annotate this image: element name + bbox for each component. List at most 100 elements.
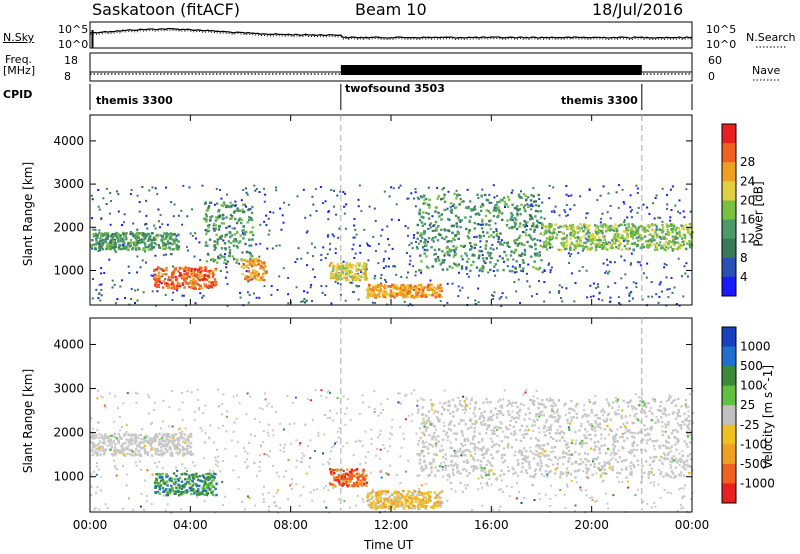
feature-cell-2 bbox=[236, 209, 239, 212]
scatter-cell bbox=[608, 427, 611, 430]
feature-cell-7 bbox=[649, 238, 652, 241]
feature-cell-0 bbox=[150, 454, 154, 457]
scatter-cell bbox=[586, 437, 589, 440]
scatter-cell bbox=[530, 237, 533, 240]
scatter-cell bbox=[147, 396, 150, 399]
feature-cell-7 bbox=[623, 244, 627, 248]
scatter-cell bbox=[602, 419, 605, 421]
feature-cell-0 bbox=[98, 243, 102, 246]
feature-cell-0 bbox=[147, 245, 150, 249]
feature-cell-7 bbox=[624, 231, 628, 234]
feature-cell-0 bbox=[117, 441, 120, 445]
feature-cell-1 bbox=[200, 286, 203, 290]
feature-cell-0 bbox=[165, 437, 168, 440]
feature-cell-6 bbox=[514, 222, 518, 225]
scatter-cell bbox=[154, 254, 157, 257]
scatter-cell bbox=[606, 264, 609, 267]
feature-cell-4 bbox=[357, 262, 360, 265]
scatter-cell bbox=[591, 499, 594, 501]
scatter-cell bbox=[464, 484, 467, 487]
feature-cell-5 bbox=[417, 291, 420, 295]
feature-cell-0 bbox=[175, 446, 178, 449]
feature-cell-6 bbox=[508, 226, 511, 230]
feature-cell-0 bbox=[110, 444, 113, 447]
feature-cell-5 bbox=[374, 296, 378, 299]
feature-cell-2 bbox=[211, 257, 214, 261]
scatter-cell bbox=[263, 200, 266, 203]
feature-cell-7 bbox=[623, 237, 626, 241]
feature-cell-6 bbox=[496, 269, 499, 272]
feature-cell-0 bbox=[103, 434, 107, 437]
beam-title: Beam 10 bbox=[355, 0, 427, 19]
feature-cell-6 bbox=[476, 193, 479, 196]
scatter-cell bbox=[158, 460, 161, 463]
scatter-cell bbox=[423, 248, 426, 251]
scatter-cell bbox=[225, 430, 228, 433]
scatter-cell bbox=[682, 210, 685, 213]
feature-cell-0 bbox=[93, 446, 96, 449]
colorbar-segment bbox=[722, 200, 736, 221]
scatter-cell bbox=[278, 244, 281, 247]
feature-cell-0 bbox=[130, 435, 133, 438]
scatter-cell bbox=[399, 426, 402, 429]
feature-cell-6 bbox=[485, 243, 488, 247]
scatter-cell bbox=[415, 493, 418, 496]
feature-cell-6 bbox=[447, 229, 450, 232]
feature-cell-0 bbox=[137, 443, 140, 447]
feature-cell-7 bbox=[561, 243, 564, 246]
scatter-cell bbox=[121, 426, 123, 429]
feature-cell-2 bbox=[353, 484, 356, 487]
feature-cell-2 bbox=[205, 232, 208, 236]
scatter-cell bbox=[495, 230, 498, 232]
scatter-cell bbox=[623, 259, 626, 262]
scatter-cell bbox=[342, 470, 345, 473]
scatter-cell bbox=[566, 485, 569, 488]
feature-cell-6 bbox=[484, 214, 488, 218]
feature-cell-6 bbox=[418, 219, 422, 222]
feature-cell-5 bbox=[409, 292, 412, 295]
feature-cell-1 bbox=[159, 479, 163, 483]
scatter-cell bbox=[464, 402, 467, 405]
scatter-cell bbox=[600, 217, 603, 220]
feature-cell-6 bbox=[511, 226, 514, 230]
feature-cell-6 bbox=[497, 208, 500, 212]
feature-cell-7 bbox=[627, 239, 630, 243]
scatter-cell bbox=[103, 404, 106, 407]
scatter-cell bbox=[226, 410, 229, 413]
feature-cell-0 bbox=[134, 234, 137, 238]
feature-cell-2 bbox=[337, 469, 341, 472]
feature-cell-7 bbox=[642, 228, 646, 232]
scatter-cell bbox=[461, 258, 464, 261]
feature-cell-1 bbox=[201, 274, 204, 277]
scatter-cell bbox=[380, 234, 383, 237]
scatter-cell bbox=[303, 454, 306, 457]
feature-cell-0 bbox=[149, 443, 152, 447]
scatter-cell bbox=[153, 224, 156, 227]
scatter-cell bbox=[181, 430, 184, 433]
scatter-cell bbox=[270, 293, 273, 296]
feature-cell-1 bbox=[157, 284, 160, 288]
feature-cell-1 bbox=[183, 269, 187, 273]
scatter-cell bbox=[367, 259, 370, 262]
feature-cell-6 bbox=[477, 256, 480, 260]
scatter-cell bbox=[165, 253, 168, 256]
feature-cell-4 bbox=[355, 267, 358, 271]
scatter-cell bbox=[565, 193, 568, 196]
feature-cell-6 bbox=[439, 233, 442, 237]
feature-cell-6 bbox=[534, 204, 538, 207]
scatter-cell bbox=[249, 208, 252, 211]
feature-cell-1 bbox=[195, 280, 198, 283]
scatter-cell bbox=[160, 282, 163, 285]
scatter-cell bbox=[597, 298, 600, 301]
scatter-cell bbox=[186, 249, 189, 252]
feature-cell-2 bbox=[330, 483, 333, 486]
feature-cell-7 bbox=[605, 224, 608, 228]
feature-cell-5 bbox=[414, 284, 417, 288]
scatter-cell bbox=[282, 221, 285, 224]
feature-cell-0 bbox=[138, 442, 142, 445]
scatter-cell bbox=[678, 463, 681, 466]
scatter-cell bbox=[622, 239, 625, 242]
feature-cell-6 bbox=[481, 268, 485, 271]
feature-cell-2 bbox=[238, 240, 242, 243]
feature-cell-1 bbox=[199, 492, 203, 495]
